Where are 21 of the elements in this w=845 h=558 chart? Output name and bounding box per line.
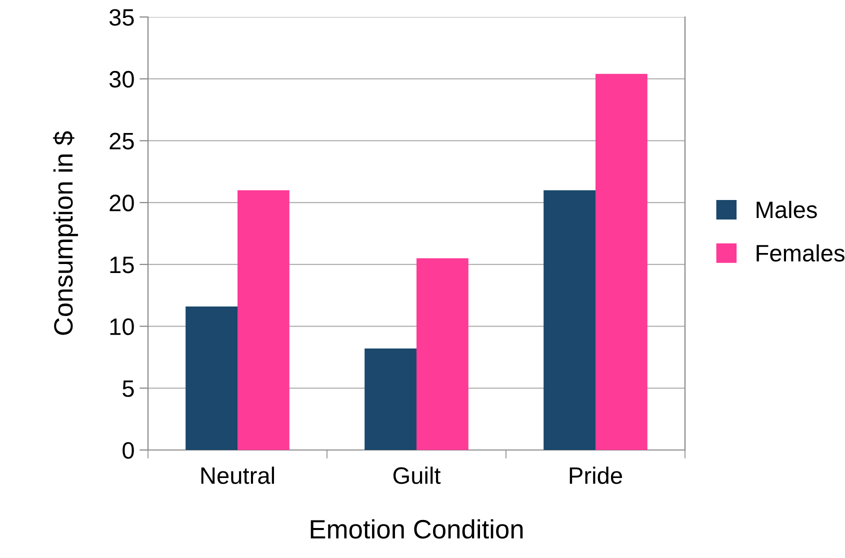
y-tick-label: 0: [122, 442, 134, 459]
legend-label: Males: [756, 200, 817, 218]
bar: [544, 190, 596, 450]
bar: [364, 348, 416, 450]
bar: [186, 306, 238, 450]
x-tick-label: Neutral: [201, 466, 274, 484]
y-tick-label: 20: [110, 194, 134, 212]
y-axis-title: Consumption in $: [52, 131, 78, 335]
x-axis-title: Emotion Condition: [310, 519, 523, 539]
bar: [596, 74, 648, 450]
x-tick-label: Guilt: [393, 466, 441, 484]
y-tick-label: 5: [122, 380, 134, 397]
bar: [416, 258, 468, 450]
y-tick-label: 25: [110, 132, 134, 150]
legend-label: Females: [756, 244, 844, 262]
y-tick-label: 10: [110, 318, 134, 336]
y-tick-label: 30: [109, 70, 134, 88]
y-tick-label: 35: [109, 9, 134, 26]
y-tick-label: 15: [110, 256, 134, 274]
x-tick-label: Pride: [570, 466, 622, 484]
bar: [238, 190, 290, 450]
